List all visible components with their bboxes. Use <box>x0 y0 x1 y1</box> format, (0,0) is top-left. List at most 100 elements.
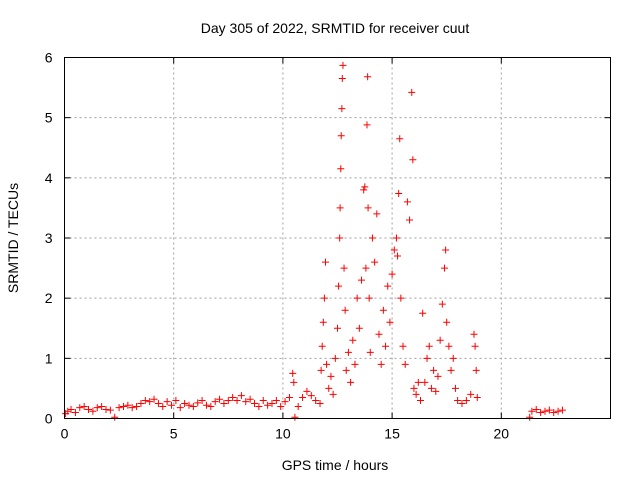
x-tick-label: 5 <box>170 426 178 442</box>
data-point <box>394 252 402 260</box>
data-point <box>150 395 158 403</box>
grid <box>64 57 611 419</box>
data-point <box>447 366 455 374</box>
data-point <box>410 384 418 392</box>
data-point <box>384 282 392 290</box>
data-point <box>358 276 366 284</box>
data-point <box>471 342 479 350</box>
data-point <box>406 216 414 224</box>
axis-ticks <box>64 57 611 419</box>
data-point <box>353 294 361 302</box>
data-point <box>368 234 376 242</box>
data-point <box>449 354 457 362</box>
data-point <box>434 372 442 380</box>
data-point <box>172 396 180 404</box>
data-point <box>224 396 232 404</box>
x-tick-label: 10 <box>275 426 291 442</box>
data-point <box>71 408 79 416</box>
data-point <box>541 407 549 415</box>
data-point <box>365 294 373 302</box>
data-points <box>62 61 566 421</box>
data-point <box>268 399 276 407</box>
data-point <box>409 156 417 164</box>
data-point <box>438 300 446 308</box>
data-point <box>237 392 245 400</box>
data-point <box>89 407 97 415</box>
data-point <box>321 258 329 266</box>
data-point <box>364 73 372 81</box>
data-point <box>341 306 349 314</box>
x-axis-label: GPS time / hours <box>282 457 389 473</box>
data-point <box>362 264 370 272</box>
data-point <box>141 396 149 404</box>
data-point <box>325 384 333 392</box>
data-point <box>317 366 325 374</box>
data-point <box>336 204 344 212</box>
data-point <box>337 132 345 140</box>
data-point <box>76 404 84 412</box>
y-tick-label: 4 <box>45 170 53 186</box>
data-point <box>537 408 545 416</box>
data-point <box>119 402 127 410</box>
data-point <box>290 378 298 386</box>
data-point <box>159 402 167 410</box>
data-point <box>154 399 162 407</box>
data-point <box>467 390 475 398</box>
data-point <box>233 396 241 404</box>
data-point <box>331 354 339 362</box>
data-point <box>85 405 93 413</box>
data-point <box>355 324 363 332</box>
data-point <box>216 395 224 403</box>
data-point <box>246 395 254 403</box>
data-point <box>473 393 481 401</box>
data-point <box>115 404 123 412</box>
data-point <box>349 336 357 344</box>
data-point <box>386 318 394 326</box>
data-point <box>316 399 324 407</box>
x-tick-label: 0 <box>61 426 69 442</box>
data-point <box>198 396 206 404</box>
data-point <box>289 369 297 377</box>
data-point <box>408 88 416 96</box>
data-point <box>554 407 562 415</box>
data-point <box>229 393 237 401</box>
data-point <box>390 246 398 254</box>
data-point <box>220 399 228 407</box>
data-point <box>470 330 478 338</box>
data-point <box>472 366 480 374</box>
y-tick-label: 3 <box>45 230 53 246</box>
data-point <box>312 396 320 404</box>
data-point <box>337 165 345 173</box>
data-point <box>462 396 470 404</box>
data-point <box>416 396 424 404</box>
data-point <box>146 398 154 406</box>
data-point <box>334 324 341 332</box>
data-point <box>399 342 407 350</box>
data-point <box>403 198 411 206</box>
data-point <box>67 405 75 413</box>
data-point <box>128 404 136 412</box>
data-point <box>327 372 335 380</box>
data-point <box>550 408 558 416</box>
data-point <box>364 204 372 212</box>
data-point <box>80 402 88 410</box>
data-point <box>264 401 272 409</box>
data-point <box>242 398 250 406</box>
data-point <box>443 318 451 326</box>
data-point <box>320 294 328 302</box>
data-point <box>202 401 210 409</box>
data-point <box>307 392 315 400</box>
data-point <box>168 401 176 409</box>
data-point <box>335 282 343 290</box>
x-tick-label: 20 <box>494 426 510 442</box>
data-point <box>294 402 302 410</box>
data-point <box>176 404 184 412</box>
data-point <box>277 402 285 410</box>
data-point <box>211 398 219 406</box>
data-point <box>194 399 202 407</box>
data-point <box>207 402 215 410</box>
data-point <box>360 186 368 194</box>
data-point <box>432 387 440 395</box>
data-point <box>532 405 540 413</box>
